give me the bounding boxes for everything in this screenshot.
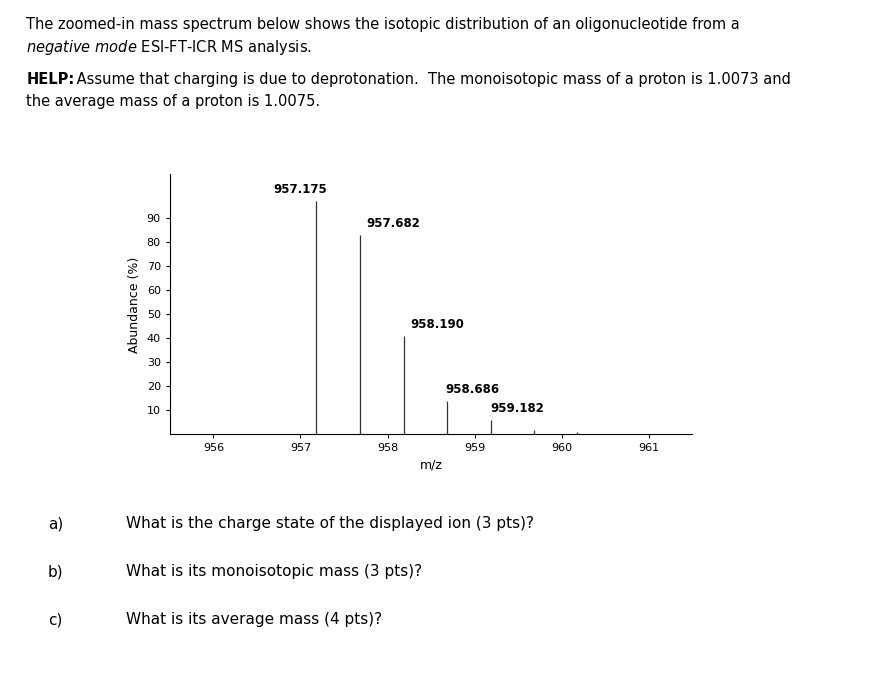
Text: c): c) <box>48 612 63 627</box>
Text: Assume that charging is due to deprotonation.  The monoisotopic mass of a proton: Assume that charging is due to deprotona… <box>72 72 791 87</box>
Text: 957.682: 957.682 <box>366 217 420 230</box>
Text: 958.190: 958.190 <box>410 318 464 331</box>
Text: What is its monoisotopic mass (3 pts)?: What is its monoisotopic mass (3 pts)? <box>126 564 422 579</box>
Text: 957.175: 957.175 <box>273 183 327 196</box>
Text: the average mass of a proton is 1.0075.: the average mass of a proton is 1.0075. <box>26 94 321 109</box>
Text: b): b) <box>48 564 64 579</box>
Text: $\mathit{negative\ mode}$ ESI-FT-ICR MS analysis.: $\mathit{negative\ mode}$ ESI-FT-ICR MS … <box>26 38 312 57</box>
Text: 958.686: 958.686 <box>446 383 500 396</box>
Text: 959.182: 959.182 <box>490 402 544 415</box>
Text: What is its average mass (4 pts)?: What is its average mass (4 pts)? <box>126 612 382 627</box>
Y-axis label: Abundance (%): Abundance (%) <box>128 256 141 352</box>
X-axis label: m/z: m/z <box>420 459 442 472</box>
Text: The zoomed-in mass spectrum below shows the isotopic distribution of an oligonuc: The zoomed-in mass spectrum below shows … <box>26 17 739 32</box>
Text: a): a) <box>48 516 64 531</box>
Text: HELP:: HELP: <box>26 72 74 87</box>
Text: What is the charge state of the displayed ion (3 pts)?: What is the charge state of the displaye… <box>126 516 534 531</box>
